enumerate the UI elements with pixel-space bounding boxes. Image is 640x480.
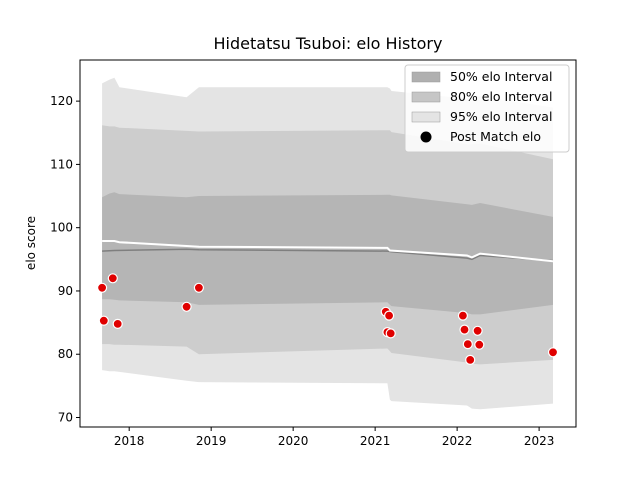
post-match-elo-point [181,301,192,312]
y-tick-label: 80 [58,347,73,361]
post-match-elo-point [112,318,123,329]
x-tick-label: 2023 [524,434,555,448]
post-match-elo-point [96,282,108,293]
y-tick-label: 120 [50,94,73,108]
legend-box [404,64,570,153]
x-tick-label: 2021 [360,434,391,448]
post-match-elo-point [465,354,476,365]
axes-frame [79,59,577,428]
plot-area: 2018 2019 2020 2021 2022 2023 70 80 90 100 110 120 [50,59,577,448]
post-match-elo-point [193,282,204,293]
post-match-elo-point [385,328,396,339]
x-tick-label: 2022 [442,434,473,448]
chart-title: Hidetatsu Tsuboi: elo History [214,34,443,53]
legend: 50% elo Interval 80% elo Interval 95% elo … [404,64,570,153]
legend-swatch [411,91,441,103]
median-elo-line [102,240,554,263]
x-tick-label: 2019 [196,434,227,448]
legend-label: 50% elo Interval [450,69,552,84]
y-tick-label: 110 [50,157,73,171]
legend-marker [420,131,432,143]
post-match-elo-point [474,339,485,350]
legend-swatch [411,71,441,83]
post-match-elo-point [384,310,395,321]
post-match-elo-point [547,347,559,358]
y-tick-label: 70 [58,411,73,425]
legend-label: 80% elo Interval [450,89,552,104]
y-axis-label: elo score [24,216,38,270]
x-tick-label: 2018 [114,434,145,448]
legend-label: Post Match elo [450,129,541,144]
post-match-elo-point [98,315,109,326]
legend-label: 95% elo Interval [450,109,552,124]
x-tick-label: 2020 [278,434,309,448]
post-match-elo-point [107,273,118,284]
post-match-elo-point [462,339,473,350]
y-tick-label: 90 [58,284,73,298]
post-match-elo-point [472,325,483,336]
band-50-interval [102,192,553,315]
post-match-elo-point [457,310,468,321]
post-match-elo-point [459,324,470,335]
y-tick-label: 100 [50,221,73,235]
legend-swatch [411,111,441,123]
